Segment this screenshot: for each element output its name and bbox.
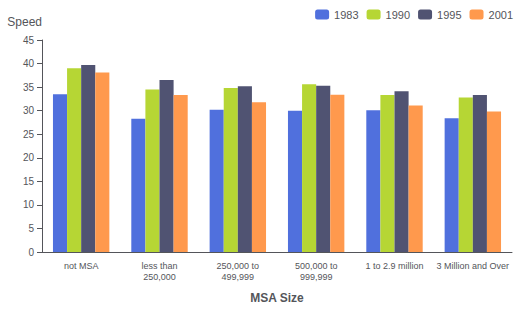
svg-text:0: 0 bbox=[28, 247, 34, 258]
svg-text:15: 15 bbox=[23, 176, 35, 187]
svg-text:1 to 2.9 million: 1 to 2.9 million bbox=[365, 261, 423, 271]
svg-text:500,000 to: 500,000 to bbox=[295, 261, 338, 271]
svg-text:MSA Size: MSA Size bbox=[250, 291, 304, 305]
svg-text:1995: 1995 bbox=[437, 9, 461, 21]
svg-text:10: 10 bbox=[23, 199, 35, 210]
svg-text:250,000: 250,000 bbox=[143, 272, 176, 282]
svg-text:Speed: Speed bbox=[7, 15, 42, 29]
svg-text:25: 25 bbox=[23, 129, 35, 140]
svg-text:1983: 1983 bbox=[334, 9, 358, 21]
svg-text:45: 45 bbox=[23, 35, 35, 46]
svg-text:20: 20 bbox=[23, 152, 35, 163]
svg-text:35: 35 bbox=[23, 82, 35, 93]
svg-text:250,000 to: 250,000 to bbox=[217, 261, 260, 271]
svg-text:3 Million and Over: 3 Million and Over bbox=[437, 261, 510, 271]
svg-text:30: 30 bbox=[23, 105, 35, 116]
svg-text:40: 40 bbox=[23, 58, 35, 69]
svg-text:less than: less than bbox=[141, 261, 177, 271]
svg-text:not MSA: not MSA bbox=[64, 261, 99, 271]
svg-text:5: 5 bbox=[28, 223, 34, 234]
svg-text:999,999: 999,999 bbox=[300, 272, 333, 282]
svg-text:1990: 1990 bbox=[386, 9, 410, 21]
svg-text:499,999: 499,999 bbox=[222, 272, 255, 282]
svg-text:2001: 2001 bbox=[489, 9, 513, 21]
